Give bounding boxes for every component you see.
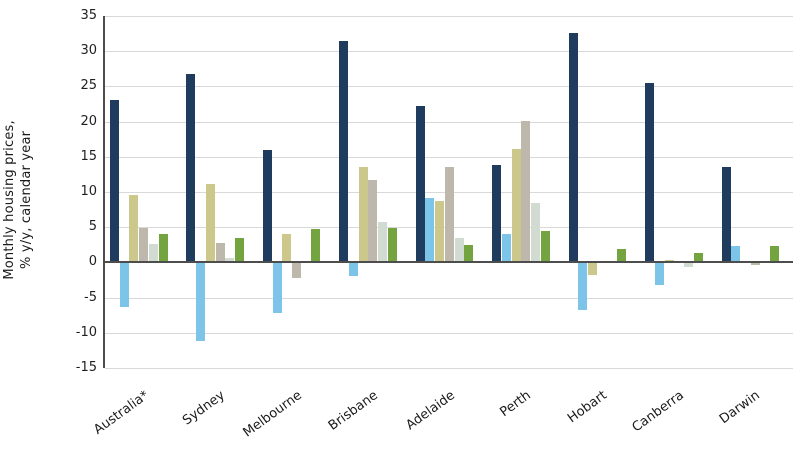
bar-brisbane-series-3 <box>358 167 368 263</box>
bar-canberra-series-5 <box>683 262 693 268</box>
bar-adelaide-series-2 <box>425 197 435 263</box>
y-tick-15: 15 <box>80 148 97 164</box>
bar-hobart-series-1 <box>568 32 578 263</box>
y-tick-20: 20 <box>80 113 97 129</box>
bar-sydney-series-2 <box>196 262 206 342</box>
bar-canberra-series-2 <box>654 262 664 285</box>
bar-australia-series-4 <box>139 227 149 263</box>
bar-hobart-series-6 <box>617 249 627 263</box>
bar-adelaide-series-1 <box>415 106 425 263</box>
x-label-australia: Australia* <box>90 388 152 438</box>
bar-hobart-series-3 <box>588 262 598 276</box>
y-tick--5: -5 <box>84 289 97 305</box>
bar-darwin-series-4 <box>750 262 760 266</box>
zero-axis-line <box>105 261 793 264</box>
gridline-y--5 <box>105 297 793 299</box>
bar-sydney-series-4 <box>215 242 225 263</box>
y-tick-25: 25 <box>80 78 97 94</box>
y-tick-35: 35 <box>80 8 97 23</box>
plot-area <box>103 16 793 369</box>
bar-perth-series-4 <box>521 120 531 263</box>
y-tick--15: -15 <box>75 360 97 375</box>
y-tick-30: 30 <box>80 43 97 59</box>
gridline-y--15 <box>105 368 793 369</box>
gridline-y--10 <box>105 332 793 334</box>
bar-adelaide-series-3 <box>435 201 445 263</box>
bar-australia-series-6 <box>158 233 168 263</box>
bar-darwin-series-1 <box>721 167 731 263</box>
bar-sydney-series-5 <box>225 258 235 263</box>
bar-brisbane-series-1 <box>339 41 349 263</box>
bar-darwin-series-2 <box>731 246 741 263</box>
y-axis-title: Monthly housing prices, % y/y, calendar … <box>2 35 36 365</box>
bar-brisbane-series-4 <box>368 180 378 263</box>
bar-adelaide-series-5 <box>454 237 464 263</box>
bar-melbourne-series-3 <box>282 233 292 263</box>
bar-australia-series-1 <box>110 100 119 263</box>
bar-melbourne-series-4 <box>291 262 301 278</box>
bar-perth-series-6 <box>540 231 550 263</box>
bar-canberra-series-3 <box>664 259 674 263</box>
gridline-y-15 <box>105 156 793 158</box>
bar-perth-series-5 <box>531 203 541 263</box>
gridline-y-20 <box>105 121 793 123</box>
bar-melbourne-series-2 <box>272 262 282 314</box>
bar-sydney-series-6 <box>234 237 244 263</box>
gridline-y-30 <box>105 51 793 53</box>
bar-hobart-series-2 <box>578 262 588 310</box>
y-tick-10: 10 <box>80 184 97 199</box>
bar-perth-series-3 <box>511 149 521 263</box>
bar-perth-series-2 <box>501 234 511 263</box>
bar-darwin-series-6 <box>770 246 780 263</box>
bar-brisbane-series-6 <box>387 227 397 263</box>
y-axis-title-line-2: % y/y, calendar year <box>19 130 34 269</box>
bar-adelaide-series-6 <box>464 244 474 263</box>
bar-canberra-series-1 <box>645 82 655 263</box>
y-axis-title-line-1: Monthly housing prices, <box>2 120 18 280</box>
bar-melbourne-series-1 <box>262 149 272 263</box>
bar-australia-series-3 <box>129 194 139 263</box>
bar-brisbane-series-5 <box>378 222 388 263</box>
bar-melbourne-series-6 <box>311 228 321 263</box>
y-tick-0: 0 <box>88 254 97 270</box>
bar-brisbane-series-2 <box>349 262 359 277</box>
y-tick--10: -10 <box>75 324 97 340</box>
bar-perth-series-1 <box>492 165 502 263</box>
bar-australia-series-5 <box>148 244 158 263</box>
bar-adelaide-series-4 <box>444 167 454 263</box>
gridline-y-25 <box>105 86 793 88</box>
bar-sydney-series-1 <box>186 73 196 263</box>
y-tick-5: 5 <box>88 219 97 235</box>
bar-australia-series-2 <box>119 262 129 307</box>
bar-sydney-series-3 <box>205 183 215 263</box>
gridline-y-35 <box>105 16 793 17</box>
bar-canberra-series-6 <box>693 252 703 263</box>
